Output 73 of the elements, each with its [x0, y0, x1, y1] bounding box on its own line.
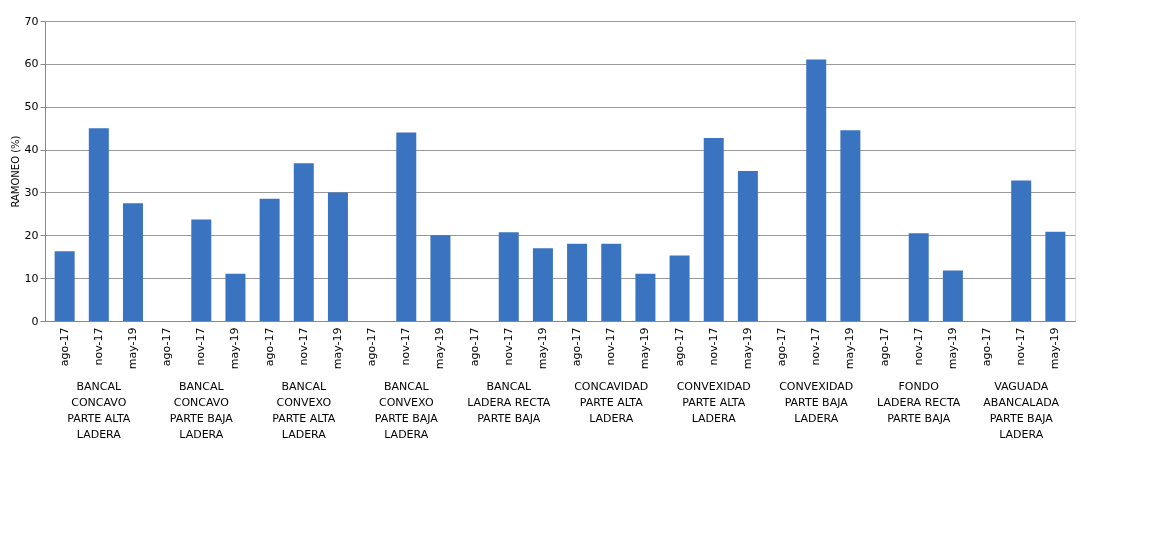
bar [635, 273, 656, 321]
text: CONVEXIDAD PARTE BAJA LADERA [779, 380, 854, 425]
x-tick-label: nov-17 [194, 327, 208, 366]
bar [327, 192, 348, 321]
y-tick-label: 60 [24, 57, 39, 71]
bar [840, 130, 861, 321]
x-tick-label: may-19 [843, 327, 857, 370]
bar [259, 198, 280, 321]
x-tick-label: ago-17 [262, 327, 276, 367]
x-tick-label: may-19 [740, 327, 754, 370]
x-tick-label: may-19 [330, 327, 344, 370]
x-tick-label: nov-17 [706, 327, 720, 366]
bar [430, 235, 451, 321]
x-tick-label: may-19 [433, 327, 447, 370]
y-tick-label: 10 [24, 271, 39, 285]
bar [88, 128, 109, 321]
y-tick-label: 50 [24, 100, 39, 114]
x-tick-label: nov-17 [501, 327, 515, 366]
bar [122, 203, 143, 321]
bar [225, 273, 246, 321]
x-tick-label: nov-17 [604, 327, 618, 366]
bar [1011, 180, 1032, 321]
text: BANCAL CONCAVO PARTE ALTA LADERA [67, 380, 131, 441]
x-tick-label: nov-17 [809, 327, 823, 366]
y-axis-title: RAMONEO (%) [9, 135, 21, 208]
bar [737, 171, 758, 321]
x-tick-label: nov-17 [91, 327, 105, 366]
bar [806, 59, 827, 321]
bar [942, 270, 963, 321]
x-tick-label: ago-17 [365, 327, 379, 367]
x-tick-label: ago-17 [980, 327, 994, 367]
bar [54, 251, 75, 321]
bar [396, 132, 417, 321]
x-tick-label: ago-17 [160, 327, 174, 367]
x-tick-label: nov-17 [911, 327, 925, 366]
bar [669, 255, 690, 321]
text: BANCAL LADERA RECTA PARTE BAJA [467, 380, 551, 425]
x-tick-label: may-19 [228, 327, 242, 370]
x-tick-label: may-19 [1048, 327, 1062, 370]
bar [191, 219, 212, 321]
bar [293, 163, 314, 321]
x-tick-label: ago-17 [57, 327, 71, 367]
x-tick-label: nov-17 [296, 327, 310, 366]
x-tick-label: nov-17 [1014, 327, 1028, 366]
y-tick-label: 30 [24, 185, 39, 199]
bar [498, 232, 519, 321]
text: CONVEXIDAD PARTE ALTA LADERA [676, 380, 751, 425]
x-tick-label: nov-17 [399, 327, 413, 366]
x-tick-label: ago-17 [570, 327, 584, 367]
text: BANCAL CONCAVO PARTE BAJA LADERA [169, 380, 234, 441]
bar [532, 248, 553, 321]
bar [703, 138, 724, 321]
text: VAGUADA ABANCALADA PARTE BAJA LADERA [983, 380, 1060, 441]
text: BANCAL CONVEXO PARTE ALTA LADERA [272, 380, 336, 441]
x-tick-label: may-19 [535, 327, 549, 370]
text: BANCAL CONVEXO PARTE BAJA LADERA [374, 380, 439, 441]
bar [601, 243, 622, 321]
y-tick-label: 0 [31, 314, 39, 328]
x-tick-label: may-19 [125, 327, 139, 370]
x-tick-label: ago-17 [877, 327, 891, 367]
x-tick-label: ago-17 [775, 327, 789, 367]
bar [908, 233, 929, 321]
y-tick-label: 70 [24, 14, 39, 28]
x-tick-label: may-19 [638, 327, 652, 370]
x-tick-label: may-19 [945, 327, 959, 370]
text: CONCAVIDAD PARTE ALTA LADERA [574, 380, 649, 425]
bar [567, 243, 588, 321]
bar [1045, 231, 1066, 321]
x-tick-label: ago-17 [467, 327, 481, 367]
y-tick-label: 40 [24, 143, 39, 157]
y-tick-label: 20 [24, 228, 39, 242]
x-tick-label: ago-17 [672, 327, 686, 367]
text: FONDO LADERA RECTA PARTE BAJA [877, 380, 961, 425]
